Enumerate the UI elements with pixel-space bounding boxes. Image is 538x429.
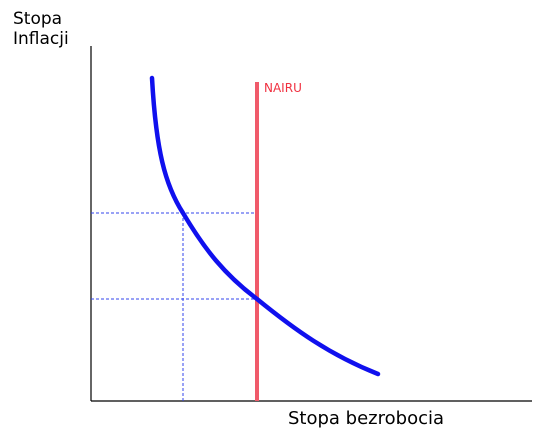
y-axis-label-line1: Stopa <box>13 9 62 29</box>
x-axis-label: Stopa bezrobocia <box>288 408 444 429</box>
nairu-label: NAIRU <box>264 81 302 95</box>
y-axis-label-line2: Inflacji <box>13 29 69 49</box>
phillips-curve <box>149 75 381 377</box>
